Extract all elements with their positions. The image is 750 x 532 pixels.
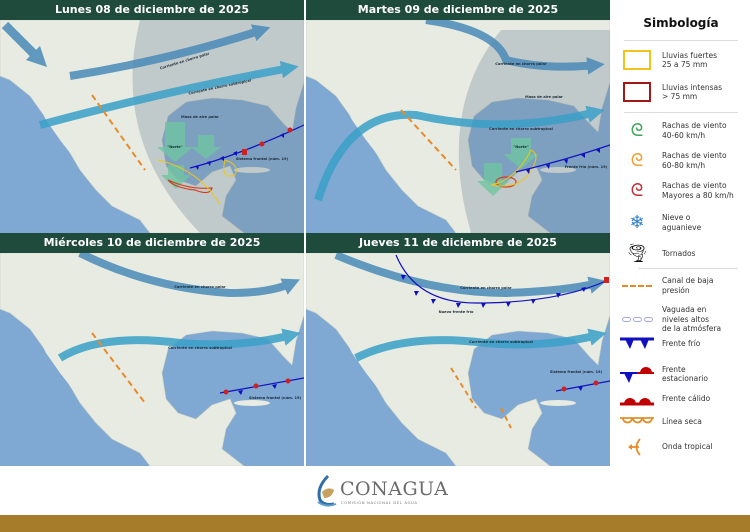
dry-line-icon <box>620 417 654 424</box>
forecast-map-tuesday: Martes 09 de diciembre de 2025 Corriente… <box>306 0 610 233</box>
footer-band <box>0 515 750 532</box>
legend-item-upper-trough: Vaguada en niveles altos de la atmósfera <box>612 305 750 334</box>
cold-front <box>515 144 610 173</box>
trough-line <box>91 94 146 171</box>
legend-item-wind-80: ᘓ Rachas de viento Mayores a 80 km/h <box>612 180 750 201</box>
norte-label: "Norte" <box>513 145 528 149</box>
legend: Simbología Lluvias fuertes 25 a 75 mm Llu… <box>612 0 750 466</box>
forecast-map-wednesday: Miércoles 10 de diciembre de 2025 Corrie… <box>0 233 304 466</box>
polar-jet-label: Corriente en chorro polar <box>174 285 226 289</box>
front-label: Sistema frontal (núm. 19) <box>236 157 289 161</box>
wind-icon: ᘓ <box>630 150 644 171</box>
forecast-map-thursday: Jueves 11 de diciembre de 2025 Corriente… <box>306 233 610 466</box>
panel-title: Martes 09 de diciembre de 2025 <box>306 0 610 20</box>
tropical-wave-icon <box>628 438 641 456</box>
trough-line-icon <box>622 284 652 287</box>
intense-rain-area <box>167 179 213 194</box>
legend-item-dry-line: Línea seca <box>612 416 750 428</box>
red-rectangle-icon <box>623 82 651 102</box>
legend-item-tornado: 🌪 Tornados <box>612 243 750 264</box>
legend-item-snow: ❄ Nieve o aguanieve <box>612 212 750 233</box>
legend-title: Simbología <box>643 16 719 30</box>
footer <box>0 467 750 515</box>
heavy-rain-area <box>490 149 537 187</box>
warm-front-icon <box>620 398 654 406</box>
panel-title: Miércoles 10 de diciembre de 2025 <box>0 233 304 253</box>
subtropical-jet-arrow <box>38 60 299 129</box>
legend-item-cold-front: Frente frío <box>612 337 750 351</box>
upper-trough-icon <box>612 316 662 322</box>
polar-jet-arrow <box>78 253 301 298</box>
legend-item-low-pressure-trough: Canal de baja presión <box>612 276 750 295</box>
front-label: Frente frío (núm. 19) <box>565 165 608 169</box>
legend-item-warm-front: Frente cálido <box>612 392 750 406</box>
trough-line <box>91 332 146 404</box>
stationary-front-icon <box>620 367 654 383</box>
norte-label: "Norte" <box>167 145 182 149</box>
subtropical-jet-label: Corriente en chorro subtropical <box>469 340 533 344</box>
norte-arrow <box>477 163 509 196</box>
polar-jet-arrow <box>334 253 607 298</box>
legend-item-heavy-rain: Lluvias fuertes 25 a 75 mm <box>612 50 750 70</box>
tornado-icon: 🌪 <box>625 243 649 264</box>
polar-jet-arrow <box>425 20 605 75</box>
norte-arrow <box>161 165 191 189</box>
conagua-logo-icon <box>317 474 337 507</box>
front-label: Sistema frontal (núm. 19) <box>550 370 603 374</box>
polar-jet-arrow <box>69 24 271 80</box>
panel-title: Jueves 11 de diciembre de 2025 <box>306 233 610 253</box>
polar-jet-label: Corriente en chorro polar <box>495 62 547 66</box>
trough-line <box>450 367 512 429</box>
legend-item-wind-60-80: ᘓ Rachas de viento 60-80 km/h <box>612 150 750 171</box>
new-front-label: Nuevo frente frío <box>439 310 474 314</box>
legend-item-stationary-front: Frente estacionario <box>612 363 750 385</box>
trough-line <box>400 109 457 171</box>
cold-front <box>395 254 607 304</box>
conagua-brand: CONAGUA <box>340 478 449 500</box>
conagua-subtitle: COMISIÓN NACIONAL DEL AGUA <box>341 500 418 505</box>
wind-icon: ᘓ <box>630 180 644 201</box>
panel-title: Lunes 08 de diciembre de 2025 <box>0 0 304 20</box>
polar-jet-label: Corriente en chorro polar <box>460 286 512 290</box>
yellow-rectangle-icon <box>623 50 651 70</box>
subtropical-jet-arrow <box>57 328 301 362</box>
snowflake-icon: ❄ <box>629 212 645 233</box>
air-mass-label: Masa de aire polar <box>525 95 563 99</box>
cold-front-icon <box>620 337 654 349</box>
legend-item-intense-rain: Lluvias intensas > 75 mm <box>612 82 750 102</box>
wind-icon: ᘓ <box>630 120 644 141</box>
subtropical-jet-arrow <box>314 105 605 202</box>
forecast-map-monday: Lunes 08 de diciembre de 2025 Corriente … <box>0 0 304 233</box>
intense-rain-area <box>495 176 517 188</box>
norte-arrow <box>503 138 539 169</box>
polar-air-mass <box>458 30 610 233</box>
norte-arrow <box>157 122 193 162</box>
front-label: Sistema frontal (núm. 19) <box>249 396 302 400</box>
legend-item-wind-40-60: ᘓ Rachas de viento 40-60 km/h <box>612 120 750 141</box>
heavy-rain-area <box>157 159 237 206</box>
norte-arrow <box>191 135 221 159</box>
subtropical-jet-label: Corriente en chorro subtropical <box>168 346 232 350</box>
legend-item-tropical-wave: Onda tropical <box>612 438 750 456</box>
air-mass-label: Masa de aire polar <box>181 115 219 119</box>
jet-arrow <box>1 21 48 68</box>
subtropical-jet-arrow <box>354 328 607 362</box>
subtropical-jet-label: Corriente en chorro subtropical <box>489 127 553 131</box>
